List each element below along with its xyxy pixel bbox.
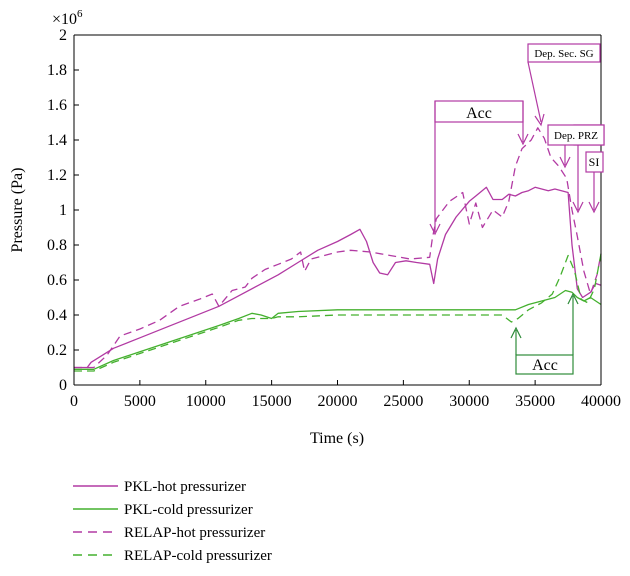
annotation-dep-sec-sg-label: Dep. Sec. SG (534, 48, 593, 60)
y-tick-label: 1.2 (47, 167, 67, 184)
annotation-acc-top-label: Acc (466, 105, 492, 122)
legend: PKL-hot pressurizer PKL-cold pressurizer… (73, 479, 272, 564)
annotation-dep-prz-arrowhead-left (559, 156, 571, 169)
series-line-2 (74, 127, 602, 369)
x-tick-label: 10000 (186, 393, 226, 410)
legend-item-relap-cold: RELAP-cold pressurizer (73, 548, 272, 564)
series-line-1 (74, 289, 602, 370)
annotation-dep-sec-sg-arrowhead (534, 113, 545, 127)
annotation-acc-top (429, 100, 529, 236)
annotation-dep-prz-label: Dep. PRZ (554, 130, 598, 142)
plot-lines (74, 127, 602, 372)
legend-label-relap-cold: RELAP-cold pressurizer (124, 548, 272, 564)
legend-item-relap-hot: RELAP-hot pressurizer (73, 525, 265, 541)
y-tick-label: 2 (59, 27, 67, 44)
y-tick-label: 0.6 (47, 272, 67, 289)
x-axis-label: Time (s) (310, 430, 364, 447)
x-tick-label: 30000 (449, 393, 489, 410)
y-multiplier-base: ×10 (52, 11, 77, 28)
annotation-dep-sec-sg (527, 43, 601, 127)
y-tick-label: 0.2 (47, 342, 67, 359)
x-tick-label: 35000 (515, 393, 555, 410)
legend-item-pkl-cold: PKL-cold pressurizer (73, 502, 253, 518)
series-line-0 (74, 186, 602, 369)
x-tick-label: 40000 (581, 393, 621, 410)
legend-item-pkl-hot: PKL-hot pressurizer (73, 479, 246, 495)
annotation-acc-top-arrowhead-left (429, 223, 441, 236)
annotation-dep-prz (547, 124, 605, 214)
annotation-acc-bottom-arrowhead-left (510, 326, 522, 339)
legend-label-relap-hot: RELAP-hot pressurizer (124, 525, 265, 541)
series-line-3 (74, 253, 602, 372)
annotation-dep-sec-sg-arrow (527, 61, 542, 123)
y-tick-label: 1.6 (47, 97, 67, 114)
y-multiplier-exponent: 6 (77, 8, 83, 20)
annotation-dep-sec-sg-box (527, 43, 601, 63)
annotation-acc-top-arrowhead-right (517, 133, 529, 146)
annotation-acc-bottom-box (515, 354, 574, 375)
x-ticks: 0 5000 10000 15000 20000 25000 30000 35000 40000 (70, 380, 621, 410)
y-tick-label: 0.8 (47, 237, 67, 254)
x-tick-label: 15000 (252, 393, 292, 410)
annotation-dep-prz-arrowhead-right (572, 201, 584, 214)
x-tick-label: 5000 (124, 393, 156, 410)
y-ticks: 0 0.2 0.4 0.6 0.8 1 1.2 1.4 1.6 1.8 2 (47, 27, 79, 394)
y-tick-label: 1.4 (47, 132, 67, 149)
y-tick-label: 1.8 (47, 62, 67, 79)
y-multiplier: ×106 (52, 8, 83, 28)
legend-label-pkl-hot: PKL-hot pressurizer (124, 479, 246, 495)
y-axis-label: Pressure (Pa) (9, 168, 26, 253)
x-tick-label: 0 (70, 393, 78, 410)
annotation-acc-bottom-arrowhead-right (567, 292, 579, 305)
legend-label-pkl-cold: PKL-cold pressurizer (124, 502, 253, 518)
x-tick-label: 25000 (383, 393, 423, 410)
annotation-si-label: SI (589, 155, 600, 169)
annotation-si (585, 151, 604, 214)
annotation-si-arrowhead (588, 201, 600, 214)
x-tick-label: 20000 (318, 393, 358, 410)
y-tick-label: 0.4 (47, 307, 67, 324)
y-tick-label: 0 (59, 377, 67, 394)
annotation-acc-bottom (510, 292, 579, 375)
annotation-dep-prz-box-left (547, 124, 605, 146)
annotation-acc-bottom-label: Acc (532, 357, 558, 374)
y-tick-label: 1 (59, 202, 67, 219)
